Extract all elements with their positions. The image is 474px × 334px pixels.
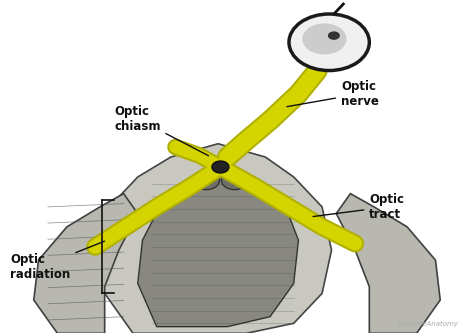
Text: Optic
tract: Optic tract [313, 193, 404, 221]
Text: Optic
nerve: Optic nerve [287, 80, 379, 108]
Circle shape [328, 31, 340, 40]
Polygon shape [336, 194, 440, 333]
Polygon shape [95, 144, 331, 333]
Text: Optic
chiasm: Optic chiasm [114, 105, 209, 156]
Circle shape [289, 14, 369, 70]
Circle shape [212, 161, 229, 173]
Circle shape [221, 171, 248, 190]
Text: Optic
radiation: Optic radiation [10, 241, 104, 281]
Text: TeachMeAnatomy: TeachMeAnatomy [397, 321, 459, 327]
Polygon shape [34, 194, 138, 333]
Polygon shape [138, 170, 299, 327]
Circle shape [302, 23, 346, 54]
Circle shape [193, 171, 219, 190]
